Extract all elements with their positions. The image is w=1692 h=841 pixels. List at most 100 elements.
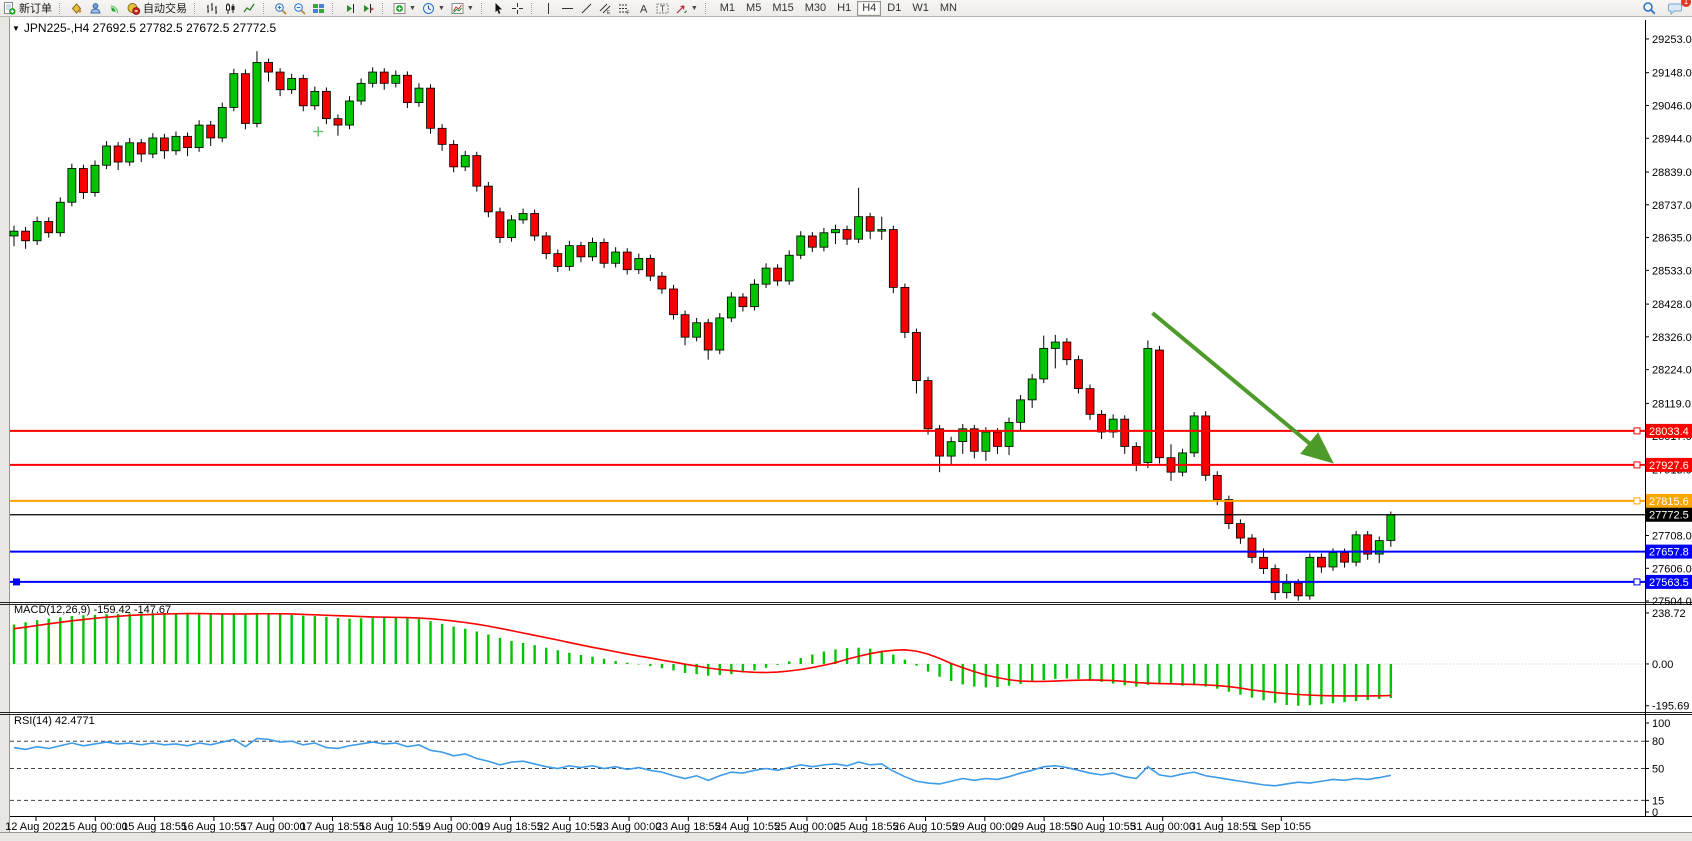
candle	[1305, 556, 1315, 597]
candle	[993, 431, 1002, 447]
dropdown-caret-icon: ▼	[437, 4, 445, 12]
periods-button[interactable]: ▼	[419, 1, 448, 16]
text-tool-button[interactable]: A	[634, 1, 653, 16]
candle	[819, 232, 829, 248]
candle	[553, 253, 563, 267]
svg-text:0.00: 0.00	[1652, 659, 1673, 671]
line-chart-button[interactable]	[240, 1, 259, 16]
candle	[541, 235, 551, 255]
price-axis[interactable]: 29253.0 29148.0 29046.0 28944.0 28839.0 28737…	[1645, 34, 1692, 608]
svg-text:F: F	[626, 10, 629, 15]
channel-tool-button[interactable]: E	[596, 1, 615, 16]
panel-frame	[0, 20, 1692, 817]
toolbar-right-group: 1	[1639, 0, 1692, 16]
new-order-label: 新订单	[19, 3, 52, 15]
candle	[1282, 582, 1292, 594]
candle	[1189, 415, 1199, 454]
fibonacci-tool-button[interactable]: F	[615, 1, 634, 16]
toolbar-separator	[530, 2, 536, 14]
new-order-button[interactable]: 新订单	[0, 1, 55, 16]
candle	[460, 155, 470, 168]
svg-text:E: E	[607, 10, 611, 15]
svg-text:24 Aug 10:55: 24 Aug 10:55	[715, 821, 780, 833]
toolbar-separator	[263, 2, 268, 14]
candle	[136, 142, 146, 155]
trend-arrow[interactable]	[1151, 311, 1334, 464]
line-handle[interactable]	[1633, 578, 1641, 586]
rsi-indicator-label: RSI(14) 42.4771	[14, 715, 95, 727]
timeframe-M30[interactable]: M30	[804, 1, 827, 14]
svg-text:23 Aug 18:55: 23 Aug 18:55	[656, 821, 721, 833]
symbol-dropdown-icon[interactable]: ▼	[12, 24, 20, 33]
cursor-tool-button[interactable]	[489, 1, 508, 16]
cross-marker[interactable]	[313, 126, 324, 137]
zoom-out-button[interactable]	[290, 1, 309, 16]
line-handle[interactable]	[1633, 461, 1641, 469]
crosshair-tool-button[interactable]	[508, 1, 527, 16]
candle	[1074, 359, 1083, 390]
bar-chart-button[interactable]	[202, 1, 221, 16]
candle	[773, 267, 783, 282]
candle	[588, 241, 597, 258]
candle	[391, 74, 401, 84]
timeframe-H1[interactable]: H1	[837, 1, 852, 14]
svg-text:16 Aug 10:55: 16 Aug 10:55	[181, 821, 246, 833]
candle	[1340, 552, 1349, 563]
candle	[1131, 446, 1141, 465]
candle	[1097, 413, 1106, 433]
candle	[645, 258, 655, 277]
arrows-tool-button[interactable]: ▼	[672, 1, 701, 16]
timeframe-W1[interactable]: W1	[912, 1, 929, 14]
line-handle[interactable]	[1633, 427, 1641, 435]
svg-text:31 Aug 00:00: 31 Aug 00:00	[1130, 821, 1195, 833]
notifications-button[interactable]: 1	[1665, 0, 1691, 16]
candle	[9, 230, 19, 237]
timeframe-M5[interactable]: M5	[746, 1, 762, 14]
svg-text:1 Sep 10:55: 1 Sep 10:55	[1252, 821, 1311, 833]
vertical-line-tool-button[interactable]	[539, 1, 558, 16]
svg-text:28839.0: 28839.0	[1652, 167, 1692, 179]
text-label-tool-button[interactable]: T	[653, 1, 672, 16]
publish-button[interactable]	[86, 1, 105, 16]
hlines-layer[interactable]	[10, 427, 1645, 586]
auto-trading-button[interactable]: 自动交易	[124, 1, 190, 16]
search-button[interactable]	[1639, 1, 1659, 16]
line-handle[interactable]	[13, 578, 20, 586]
candle	[495, 211, 505, 238]
candle	[1027, 378, 1037, 401]
horizontal-line-tool-button[interactable]	[558, 1, 577, 16]
chart-shift-button[interactable]	[359, 1, 378, 16]
auto-scroll-button[interactable]	[340, 1, 359, 16]
signals-button[interactable]	[105, 1, 124, 16]
candle	[611, 251, 621, 264]
candle	[1085, 388, 1095, 415]
svg-text:26 Aug 10:55: 26 Aug 10:55	[893, 821, 958, 833]
line-handle[interactable]	[1633, 497, 1641, 505]
candle	[1224, 499, 1234, 524]
bar-chart-icon	[207, 2, 217, 14]
indicators-button[interactable]: ▼	[390, 1, 419, 16]
svg-text:29 Aug 18:55: 29 Aug 18:55	[1012, 821, 1077, 833]
trendline-tool-button[interactable]	[577, 1, 596, 16]
chart-style-button[interactable]	[67, 1, 86, 16]
zoom-in-button[interactable]	[271, 1, 290, 16]
candle	[888, 229, 898, 288]
svg-text:27504.0: 27504.0	[1652, 596, 1692, 608]
timeframe-M15[interactable]: M15	[772, 1, 794, 14]
horizontal-line-icon	[561, 7, 573, 9]
svg-text:27815.6: 27815.6	[1649, 496, 1689, 508]
timeframe-MN[interactable]: MN	[939, 1, 957, 14]
timeframe-D1[interactable]: D1	[887, 1, 902, 14]
candlestick-chart-button[interactable]	[221, 1, 240, 16]
candle	[102, 145, 111, 166]
timeframe-H4[interactable]: H4	[857, 0, 882, 16]
toolbar-separator	[194, 2, 199, 14]
templates-button[interactable]: ▼	[448, 1, 477, 16]
svg-text:18 Aug 10:55: 18 Aug 10:55	[359, 821, 424, 833]
timeframe-M1[interactable]: M1	[719, 1, 736, 14]
tile-windows-button[interactable]	[309, 1, 328, 16]
candle	[981, 431, 991, 452]
